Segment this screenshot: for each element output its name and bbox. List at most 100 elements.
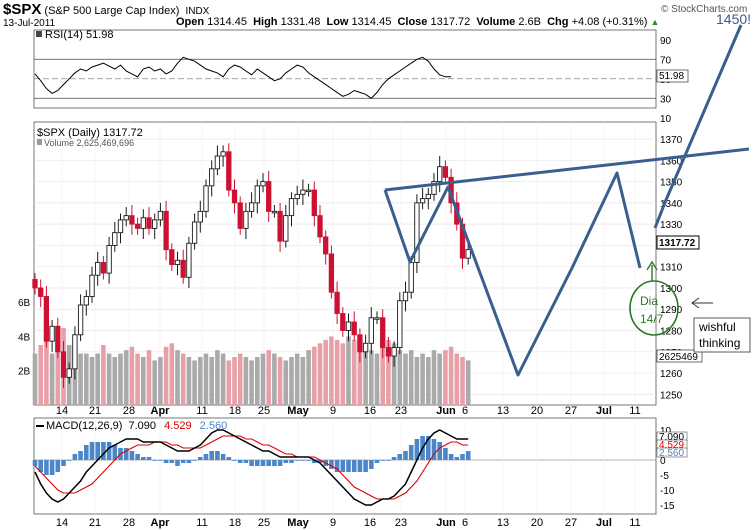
macd-hist-bar [66,460,72,461]
x-tick-label: 27 [565,405,577,417]
macd-hist-bar [32,460,38,466]
volume-bar [340,343,346,405]
macd-hist-bar [346,460,351,472]
volume-bar [89,357,95,405]
brand-logo: © StockCharts.com [661,4,748,15]
candle [174,251,181,276]
volume-bar [454,353,460,405]
x-tick-label: 11 [629,405,640,417]
x-tick-label: May [287,405,309,417]
left-arrow-icon [691,297,700,309]
x-tick-label: 11 [629,517,640,529]
target-projection-line [653,24,743,229]
volume-bar [32,353,38,405]
volume-bar [78,353,83,405]
volume-bar [289,357,294,405]
candle [152,213,158,240]
x-tick-label: 18 [229,517,241,529]
macd-hist-bar [237,460,243,463]
candle [226,143,232,197]
macd-hist-bar [146,457,152,460]
macd-hist-bar [249,460,254,466]
macd-hist-bar [397,454,403,460]
x-tick-label: May [287,517,309,529]
volume-bar [146,350,152,405]
x-tick-label: 21 [89,517,101,529]
x-tick-label: 27 [565,517,577,529]
x-tick-label: 16 [364,517,376,529]
volume-bar [426,357,431,405]
volume-bar [300,357,306,405]
volume-bar [397,350,403,405]
x-tick-label: 13 [497,517,509,529]
x-tick-label: 20 [531,517,543,529]
macd-hist-bar [112,445,118,460]
dia-label: Dia [640,294,658,308]
candle [32,273,38,295]
candle [351,311,357,342]
high-value: 1331.48 [280,16,321,28]
volume-bar [437,353,442,405]
macd-hist-bar [255,460,260,466]
price-tick-label: 1370 [660,135,683,146]
open-label: Open [176,16,205,28]
candle [380,309,386,359]
macd-hist-bar [329,460,334,469]
rsi-panel-frame [33,29,657,109]
candle [368,307,374,354]
volume-bar [408,350,414,405]
volume-bar [306,350,311,405]
volume-bar [460,357,465,405]
volume-bar [141,357,146,405]
macd-hist-bar [215,451,220,460]
up-arrow-icon [646,260,658,271]
trendline-annotations [383,24,750,377]
volume-current-label: 2625469 [659,352,698,363]
rsi-current-box [656,69,689,83]
x-tick-label: 6 [462,517,468,529]
volume-tick-label: 2B [18,367,31,378]
volume-bar [420,353,425,405]
rsi-tick-label: 10 [660,114,672,125]
chg-value: +4.08 (+0.31%) [571,16,648,28]
volume-bar [363,346,368,405]
macd-hist-bar [357,460,363,472]
volume-bar [192,360,197,405]
macd-hist-bar [334,460,340,472]
volume-bar [232,357,237,405]
volume-bar [243,357,249,405]
macd-histogram [32,436,471,475]
x-tick-label: 9 [330,517,336,529]
macd-value-label: 7.090 [659,432,684,443]
macd-legend-signal: 4.529 [164,420,192,432]
volume-bar [312,346,317,405]
volume-bar [198,357,203,405]
macd-hist-bar [169,460,175,463]
macd-hist-bar [49,460,55,475]
volume-bar [294,353,300,405]
macd-hist-bar [95,442,100,460]
exchange: INDX [185,6,210,17]
candle [294,185,300,205]
volume-bar [112,357,118,405]
volume-bar [329,336,334,405]
candle [345,313,352,342]
volume-bar [414,357,420,405]
volume-bar [38,345,43,405]
volume-bar [118,353,123,405]
macd-hist-bar [340,460,346,472]
candle [214,145,221,176]
volume-legend-text: Volume 2,625,469,696 [44,138,134,148]
macd-hist-bar [123,448,129,460]
candle [334,281,340,325]
volume-bar [237,353,243,405]
macd-hist-bar [266,460,271,466]
price-legend-text: $SPX (Daily) 1317.72 [37,127,143,139]
price-tick-label: 1260 [660,369,683,380]
thinking-label: thinking [699,336,740,350]
rsi-series [34,56,452,99]
candle [140,209,146,240]
rsi-gridlines [34,58,656,99]
x-axis-bottom: 14 21 28 Apr 11 18 25 May 9 16 23 Jun 6 13 20 27 Jul 11 [56,517,641,529]
candle [203,179,209,218]
